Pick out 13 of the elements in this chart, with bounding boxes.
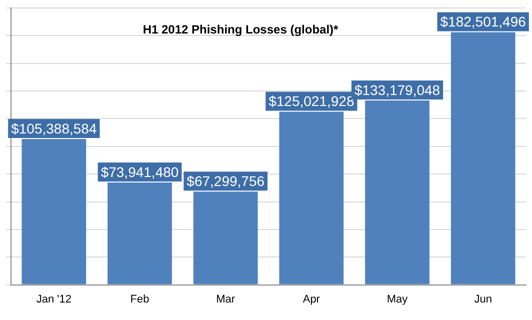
data-label: $73,941,480 [100,164,179,180]
data-label: $67,299,756 [186,173,265,190]
data-label: $125,021,928 [268,93,354,110]
x-tick-label: Feb [130,293,150,306]
x-tick-label: Mar [216,293,236,306]
x-tick-label: Apr [302,293,320,306]
data-label: $133,179,048 [354,82,440,98]
x-tick-label: Jan '12 [36,293,72,306]
x-tick-label: May [386,293,408,306]
data-label: $105,388,584 [11,120,97,136]
data-label: $182,501,496 [440,14,526,30]
text: H1 2012 Phishing Losses (global)* [142,22,339,36]
x-tick-label: Jun [474,293,492,306]
